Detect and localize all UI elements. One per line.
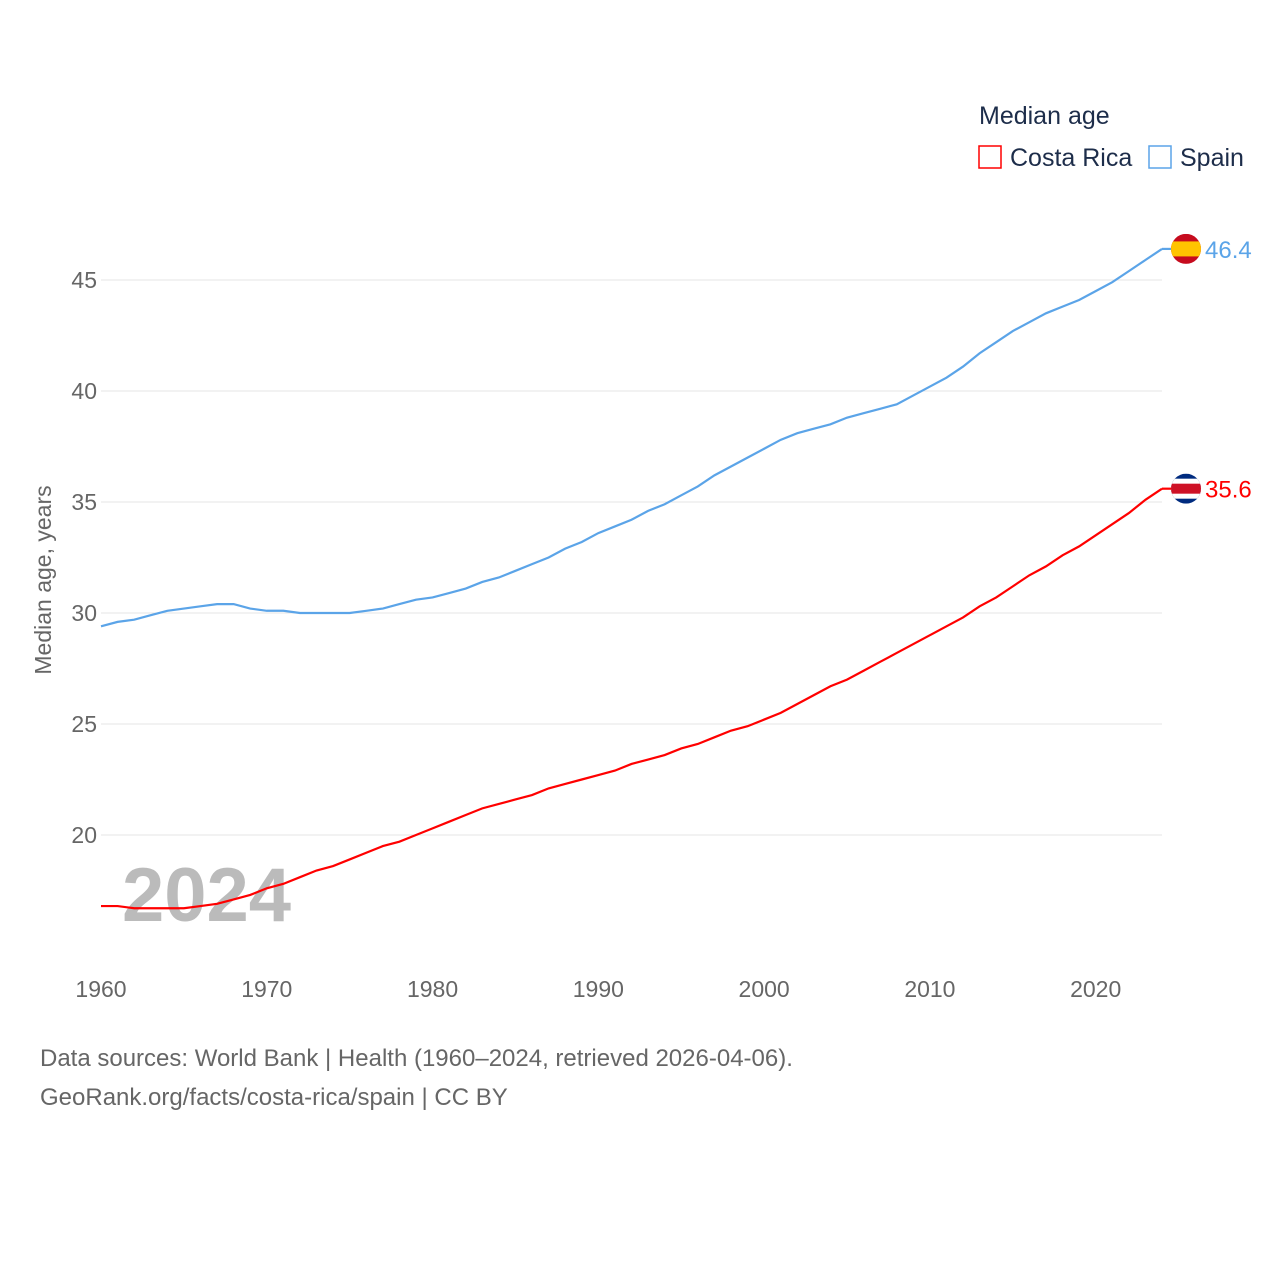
series-line-costa-rica	[101, 487, 1163, 910]
end-value-label: 35.6	[1205, 477, 1252, 504]
x-tick-label: 2010	[904, 976, 955, 1002]
x-tick-label: 2020	[1070, 976, 1121, 1002]
year-watermark: 2024	[122, 853, 291, 938]
legend-swatch-costa-rica	[978, 145, 1002, 169]
x-tick-label: 1960	[75, 976, 126, 1002]
legend-entry: Spain	[1180, 144, 1244, 172]
end-value-label: 46.4	[1205, 237, 1252, 264]
y-axis-label: Median age, years	[30, 485, 56, 674]
y-tick-label: 35	[71, 489, 97, 515]
x-tick-label: 1990	[573, 976, 624, 1002]
legend-title: Median age	[979, 102, 1110, 130]
spain-flag-icon	[1171, 233, 1201, 264]
y-tick-label: 20	[71, 822, 97, 848]
y-tick-label: 40	[71, 378, 97, 404]
attribution-link[interactable]: GeoRank.org/facts/costa-rica/spain | CC …	[40, 1084, 508, 1111]
x-tick-label: 1970	[241, 976, 292, 1002]
legend-swatch-spain	[1148, 145, 1172, 169]
legend-entry: Costa Rica	[1010, 144, 1132, 172]
costa-rica-flag-icon	[1171, 473, 1201, 504]
x-tick-label: 1980	[407, 976, 458, 1002]
y-tick-label: 45	[71, 267, 97, 293]
series-line-spain	[100, 248, 1163, 628]
x-tick-label: 2000	[739, 976, 790, 1002]
y-tick-label: 30	[71, 600, 97, 626]
data-source-note: Data sources: World Bank | Health (1960–…	[40, 1045, 793, 1072]
line-chart: 20 25 30 35 40 45 1960 1970 1980 1990 2000 2010 2020…	[30, 102, 1252, 1002]
y-tick-label: 25	[71, 711, 97, 737]
